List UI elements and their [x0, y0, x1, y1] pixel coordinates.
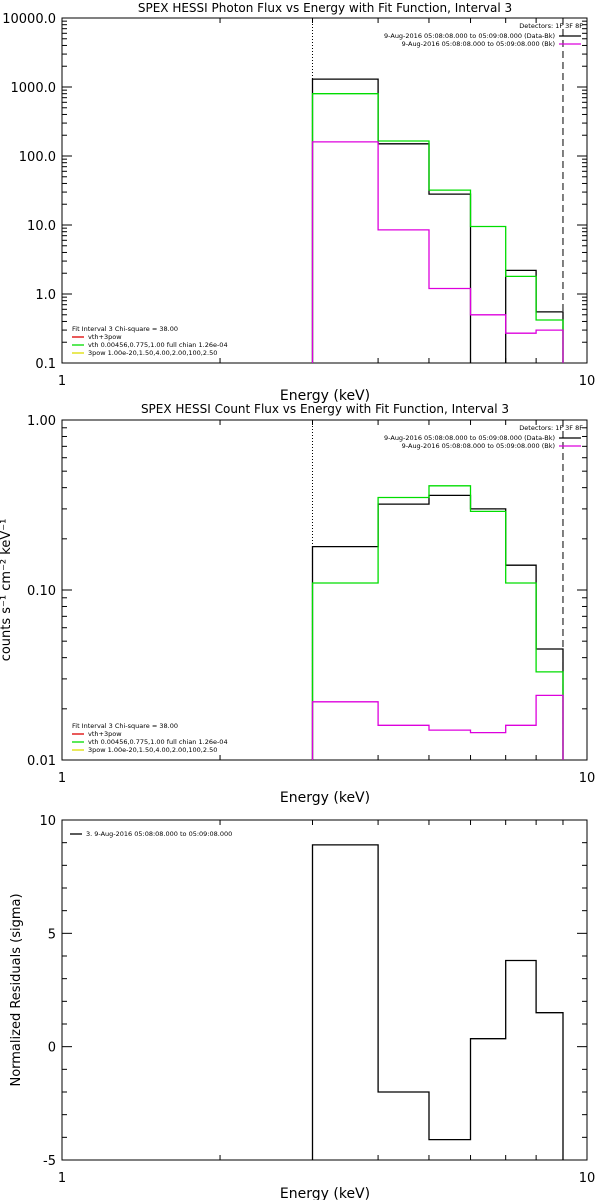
y-tick-label: 1.0: [35, 288, 56, 303]
y-tick-label: -5: [43, 1154, 56, 1169]
y-tick-label: 0.01: [27, 754, 56, 769]
series-line: [311, 494, 564, 760]
legend-entry-label: 9-Aug-2016 05:08:08.000 to 05:09:08.000 …: [384, 434, 555, 442]
series-line: [311, 844, 564, 1160]
y-tick-label: 5: [48, 927, 56, 942]
chart-title: SPEX HESSI Count Flux vs Energy with Fit…: [141, 402, 509, 416]
series-line: [311, 485, 564, 760]
plot-frame: [61, 819, 588, 1161]
y-tick-label: 10000.0: [2, 12, 56, 27]
x-tick-label: 10: [579, 771, 596, 786]
y-tick-label: 0.1: [35, 357, 56, 372]
chart-title: SPEX HESSI Photon Flux vs Energy with Fi…: [138, 1, 512, 15]
fit-annotation-line: vth 0.00456,0.775,1.00 full chian 1.26e-…: [88, 738, 228, 746]
x-tick-label: 1: [58, 1171, 66, 1186]
legend-entry-label: 3. 9-Aug-2016 05:08:08.000 to 05:09:08.0…: [86, 830, 232, 838]
y-tick-label: 0: [48, 1041, 56, 1056]
y-tick-label: 0.10: [27, 584, 56, 599]
x-axis-label: Energy (keV): [280, 790, 370, 806]
x-axis-label: Energy (keV): [280, 1186, 370, 1200]
x-axis-label: Energy (keV): [280, 388, 370, 404]
y-tick-label: 1000.0: [11, 81, 57, 96]
series-line: [311, 93, 564, 363]
photon-flux-panel: SPEX HESSI Photon Flux vs Energy with Fi…: [2, 1, 595, 404]
fit-annotation-line: vth+3pow: [88, 333, 122, 341]
y-axis-label: Normalized Residuals (sigma): [9, 893, 24, 1086]
count-flux-panel: SPEX HESSI Count Flux vs Energy with Fit…: [0, 402, 595, 806]
fit-annotation-line: vth 0.00456,0.775,1.00 full chian 1.26e-…: [88, 341, 228, 349]
series-line: [311, 78, 564, 363]
y-axis-label: counts s⁻¹ cm⁻² keV⁻¹: [0, 519, 14, 662]
x-tick-label: 10: [579, 374, 596, 389]
fit-annotation-line: vth+3pow: [88, 730, 122, 738]
fit-annotation-line: Fit Interval 3 Chi-square = 38.00: [72, 325, 178, 333]
legend-entry-label: 9-Aug-2016 05:08:08.000 to 05:09:08.000 …: [402, 40, 555, 48]
plot-frame: [61, 17, 588, 364]
y-tick-label: 1.00: [27, 414, 56, 429]
legend-header: Detectors: 1F 3F 8F: [519, 22, 583, 30]
series-line: [311, 694, 564, 760]
x-tick-label: 10: [579, 1171, 596, 1186]
series-line: [311, 141, 564, 363]
plot-frame: [61, 419, 588, 761]
y-tick-label: 10.0: [27, 219, 56, 234]
legend-header: Detectors: 1F 3F 8F: [519, 424, 583, 432]
x-tick-label: 1: [58, 771, 66, 786]
residuals-panel: Energy (keV) Normalized Residuals (sigma…: [9, 814, 595, 1200]
fit-annotation-line: 3pow 1.00e-20,1.50,4.00,2.00,100,2.50: [88, 746, 217, 754]
fit-annotation-line: Fit Interval 3 Chi-square = 38.00: [72, 722, 178, 730]
legend-entry-label: 9-Aug-2016 05:08:08.000 to 05:09:08.000 …: [402, 442, 555, 450]
y-tick-label: 10: [39, 814, 56, 829]
x-tick-label: 1: [58, 374, 66, 389]
y-tick-label: 100.0: [19, 150, 56, 165]
legend-entry-label: 9-Aug-2016 05:08:08.000 to 05:09:08.000 …: [384, 32, 555, 40]
fit-annotation-line: 3pow 1.00e-20,1.50,4.00,2.00,100,2.50: [88, 349, 217, 357]
